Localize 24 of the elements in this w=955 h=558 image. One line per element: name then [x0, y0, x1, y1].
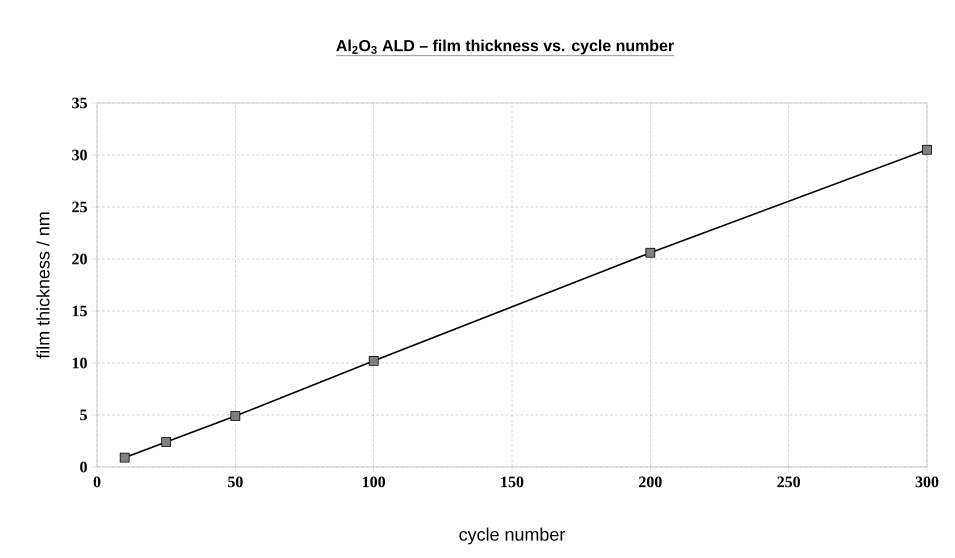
y-tick-label: 20	[72, 254, 87, 264]
x-tick-label: 200	[639, 476, 662, 488]
x-axis-title: cycle number	[459, 528, 565, 544]
point	[368, 356, 379, 366]
y-tick-label: 5	[80, 410, 87, 420]
x-tick-label: 250	[777, 476, 800, 488]
point	[922, 144, 932, 155]
x-tick-label: 300	[916, 476, 938, 488]
point	[120, 452, 130, 463]
y-tick-label: 25	[72, 202, 87, 212]
x-tick-label: 0	[94, 476, 100, 488]
y-tick-label: 0	[80, 462, 87, 472]
y-tick-label: 15	[72, 306, 87, 316]
y-tick-label: 35	[72, 98, 87, 108]
x-tick-label: 150	[501, 476, 524, 488]
x-tick-label: 100	[363, 476, 386, 488]
x-tick-label: 50	[228, 476, 243, 488]
point	[645, 248, 656, 258]
y-axis-title: film thickness / nm	[36, 212, 50, 358]
y-tick-label: 10	[72, 358, 87, 368]
point	[161, 437, 172, 447]
y-tick-label: 30	[72, 150, 87, 160]
point	[230, 411, 240, 421]
chart-title: Al$_{2}$O$_{3}$ ALD – film thickness vs. cycle number	[336, 40, 674, 54]
